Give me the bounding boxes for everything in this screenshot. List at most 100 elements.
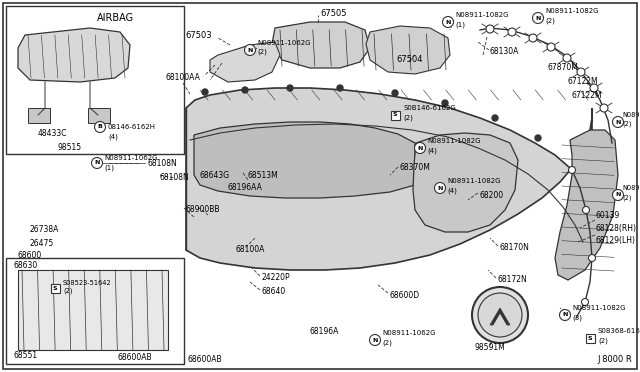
Text: (1): (1) [104, 165, 114, 171]
Circle shape [472, 287, 528, 343]
Circle shape [547, 43, 555, 51]
Circle shape [532, 13, 543, 23]
Text: 68370M: 68370M [400, 164, 431, 173]
Text: N: N [417, 145, 422, 151]
Circle shape [577, 68, 585, 76]
Circle shape [590, 84, 598, 92]
Circle shape [582, 298, 589, 305]
Polygon shape [18, 28, 130, 82]
Bar [6, 258, 184, 364]
Polygon shape [413, 133, 518, 232]
Text: B: B [97, 125, 102, 129]
Text: 68200: 68200 [480, 190, 504, 199]
Circle shape [529, 34, 537, 42]
Text: N: N [247, 48, 253, 52]
Text: N08911-1082G: N08911-1082G [455, 12, 509, 18]
Text: (4): (4) [427, 148, 437, 154]
Text: 48433C: 48433C [38, 128, 67, 138]
Text: 68100AA: 68100AA [165, 74, 200, 83]
Text: S: S [588, 336, 592, 340]
Text: N: N [94, 160, 100, 166]
Text: 68196AA: 68196AA [228, 183, 263, 192]
Circle shape [442, 100, 448, 106]
Polygon shape [490, 308, 510, 325]
Text: 67122M: 67122M [568, 77, 598, 87]
Text: 67870M: 67870M [548, 64, 579, 73]
Circle shape [202, 89, 208, 95]
Text: 08146-6162H: 08146-6162H [108, 124, 156, 130]
Circle shape [568, 167, 575, 173]
Text: N08911-1082G: N08911-1082G [447, 178, 500, 184]
Text: N: N [615, 119, 621, 125]
Text: 68600: 68600 [17, 251, 41, 260]
Text: 68108N: 68108N [160, 173, 189, 183]
Text: 68513M: 68513M [248, 170, 279, 180]
Circle shape [95, 122, 106, 132]
Circle shape [242, 87, 248, 93]
Text: (2): (2) [545, 18, 555, 24]
Circle shape [589, 254, 595, 262]
Text: 68172N: 68172N [498, 276, 528, 285]
Text: (2): (2) [403, 115, 413, 121]
Text: 68170N: 68170N [500, 244, 530, 253]
Text: 26738A: 26738A [30, 225, 60, 234]
Text: 67504: 67504 [396, 55, 422, 64]
Text: N08911-1062G: N08911-1062G [104, 155, 157, 161]
Polygon shape [210, 42, 280, 82]
Polygon shape [555, 130, 618, 280]
Circle shape [92, 157, 102, 169]
Text: S08368-6162G: S08368-6162G [598, 328, 640, 334]
Text: S08523-51642: S08523-51642 [63, 280, 112, 286]
Text: (2): (2) [63, 288, 72, 294]
Text: N: N [372, 337, 378, 343]
Text: N08911-1082G: N08911-1082G [572, 305, 625, 311]
Text: N: N [535, 16, 541, 20]
Circle shape [287, 85, 293, 91]
Text: AIRBAG: AIRBAG [97, 13, 134, 23]
Text: 68130A: 68130A [490, 48, 520, 57]
Text: 68640: 68640 [262, 288, 286, 296]
Text: 98515: 98515 [58, 142, 82, 151]
Circle shape [612, 116, 623, 128]
Text: S: S [52, 285, 58, 291]
Polygon shape [366, 26, 450, 74]
Text: (2): (2) [382, 340, 392, 346]
Circle shape [435, 183, 445, 193]
Text: 68108N: 68108N [148, 158, 178, 167]
Text: 60139: 60139 [596, 211, 620, 219]
Circle shape [478, 293, 522, 337]
Text: 68129(LH): 68129(LH) [596, 237, 636, 246]
Polygon shape [186, 88, 592, 270]
Text: (2): (2) [257, 49, 267, 55]
Bar [28, 108, 50, 123]
Circle shape [612, 189, 623, 201]
Circle shape [563, 54, 571, 62]
Text: (3): (3) [572, 315, 582, 321]
Text: 26475: 26475 [30, 238, 54, 247]
Bar [586, 334, 595, 343]
Text: 68630: 68630 [14, 262, 38, 270]
Text: 68600D: 68600D [390, 291, 420, 299]
Text: N: N [437, 186, 443, 190]
Polygon shape [194, 122, 415, 198]
Text: (2): (2) [622, 195, 632, 201]
Text: (4): (4) [447, 188, 457, 194]
Text: N08911-1082G: N08911-1082G [622, 185, 640, 191]
Text: N: N [615, 192, 621, 198]
Text: N: N [445, 19, 451, 25]
Text: N08911-1062G: N08911-1062G [382, 330, 435, 336]
Bar [390, 110, 399, 119]
Text: S0B146-6162G: S0B146-6162G [403, 105, 456, 111]
Text: N08911-1062G: N08911-1062G [257, 40, 310, 46]
Text: 98591M: 98591M [475, 343, 506, 353]
Text: 67503: 67503 [185, 32, 212, 41]
Circle shape [244, 45, 255, 55]
Text: N08911-1082G: N08911-1082G [427, 138, 481, 144]
Bar [18, 270, 168, 350]
Text: J 8000 R: J 8000 R [597, 355, 632, 364]
Bar [88, 108, 110, 123]
Circle shape [442, 16, 454, 28]
Text: 68196A: 68196A [310, 327, 339, 337]
Bar [6, 6, 184, 154]
Circle shape [415, 142, 426, 154]
